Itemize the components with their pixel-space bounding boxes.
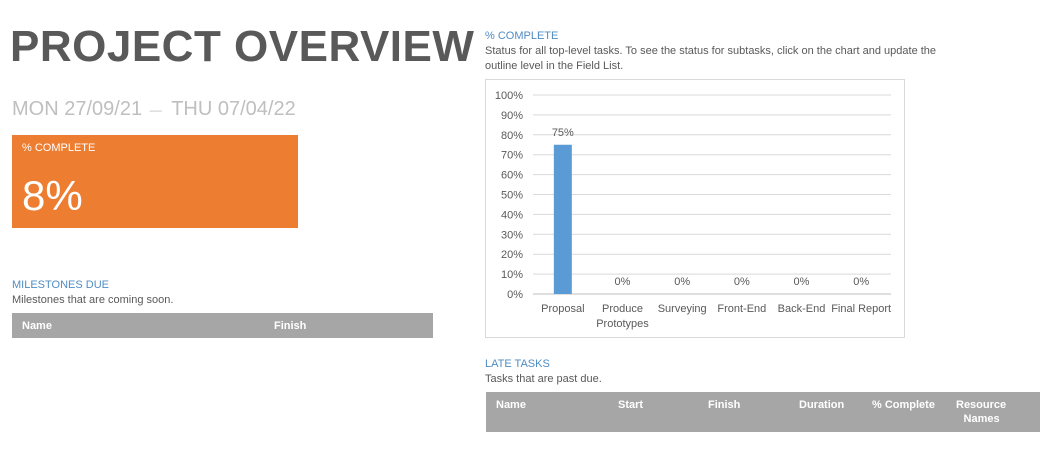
date-range: MON 27/09/21 — THU 07/04/22: [12, 98, 296, 121]
y-tick-label: 0%: [507, 289, 523, 301]
end-date: THU 07/04/22: [171, 98, 296, 120]
resource-header-line2: Names: [963, 413, 1000, 425]
y-tick-label: 20%: [501, 249, 523, 261]
column-header-duration[interactable]: Duration: [799, 399, 845, 411]
data-label: 0%: [853, 276, 869, 288]
y-tick-label: 100%: [495, 90, 523, 102]
y-tick-label: 70%: [501, 150, 523, 162]
complete-section-description-line2: outline level in the Field List.: [485, 60, 624, 72]
late-tasks-description: Tasks that are past due.: [485, 373, 602, 385]
x-tick-label: Proposal: [541, 303, 584, 315]
late-tasks-title: LATE TASKS: [485, 358, 550, 370]
data-label: 75%: [552, 127, 574, 139]
milestones-description: Milestones that are coming soon.: [12, 294, 174, 306]
percent-complete-card[interactable]: % COMPLETE 8%: [12, 135, 298, 228]
column-header-start[interactable]: Start: [618, 399, 644, 411]
resource-header-line1: Resource: [956, 399, 1007, 411]
complete-section-title: % COMPLETE: [485, 30, 559, 42]
y-tick-label: 30%: [501, 229, 523, 241]
y-tick-label: 40%: [501, 209, 523, 221]
start-date: MON 27/09/21: [12, 98, 143, 120]
column-header-percent-complete[interactable]: % Complete: [872, 399, 935, 411]
data-label: 0%: [794, 276, 810, 288]
late-tasks-table-header: Name Start Finish Duration % Complete Re…: [486, 392, 1040, 432]
percent-complete-chart[interactable]: 0% 10% 20% 30% 40% 50% 60% 70% 80% 90% 100% 75% Prop…: [485, 79, 905, 338]
percent-complete-value: 8%: [22, 172, 83, 219]
y-tick-label: 50%: [501, 190, 523, 202]
page-title: PROJECT OVERVIEW: [10, 22, 475, 71]
x-tick-label: Front-End: [717, 303, 766, 315]
x-tick-label: Surveying: [658, 303, 707, 315]
chart-canvas: 0% 10% 20% 30% 40% 50% 60% 70% 80% 90% 100% 75% Prop…: [495, 90, 891, 330]
x-tick-label: Final Report: [831, 303, 891, 315]
data-label: 0%: [674, 276, 690, 288]
x-tick-label: Back-End: [778, 303, 826, 315]
column-header-name[interactable]: Name: [496, 399, 526, 411]
x-tick-label: Produce: [602, 303, 643, 315]
column-header-finish[interactable]: Finish: [274, 320, 307, 332]
x-tick-label: Prototypes: [596, 318, 649, 330]
data-label: 0%: [615, 276, 631, 288]
y-tick-label: 10%: [501, 269, 523, 281]
y-tick-label: 80%: [501, 130, 523, 142]
column-header-name[interactable]: Name: [22, 320, 52, 332]
date-separator-icon: —: [149, 102, 162, 117]
complete-section-description-line1: Status for all top-level tasks. To see t…: [485, 45, 937, 57]
bar: [553, 144, 572, 294]
percent-complete-label: % COMPLETE: [22, 142, 96, 154]
column-header-finish[interactable]: Finish: [708, 399, 741, 411]
y-tick-label: 60%: [501, 170, 523, 182]
y-tick-label: 90%: [501, 110, 523, 122]
data-label: 0%: [734, 276, 750, 288]
milestones-title: MILESTONES DUE: [12, 279, 109, 291]
milestones-table-header: Name Finish: [12, 313, 433, 338]
column-header-resource-names[interactable]: Resource Names: [956, 398, 1006, 426]
